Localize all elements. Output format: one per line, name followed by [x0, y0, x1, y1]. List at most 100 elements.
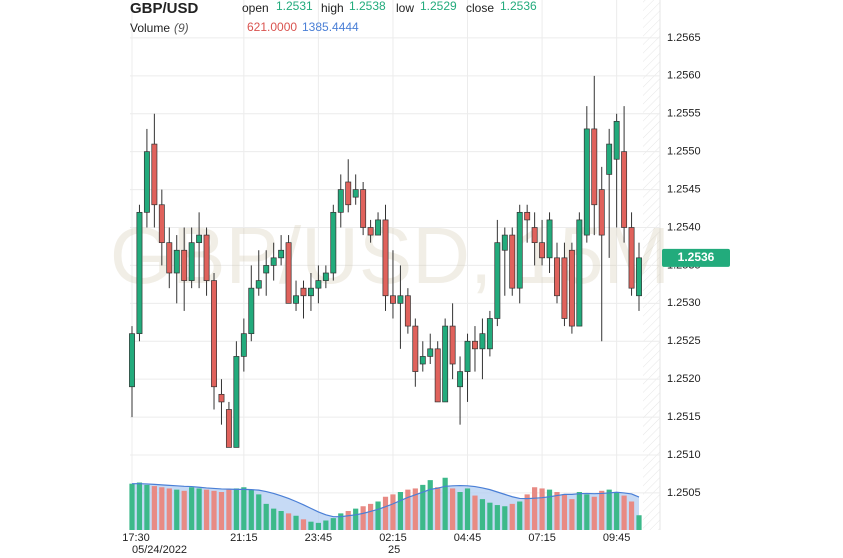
candle-body	[621, 151, 628, 228]
candle-body	[158, 204, 165, 244]
candle-body	[554, 257, 560, 297]
chart-title: GBP/USD	[130, 0, 199, 17]
candle-body	[255, 280, 262, 289]
volume-bar	[442, 477, 448, 530]
x-date-label: 05/24/2022	[132, 544, 187, 556]
volume-period: (9)	[174, 21, 189, 35]
candle-body	[479, 333, 486, 350]
volume-bar	[479, 499, 486, 530]
candle-body	[300, 287, 307, 297]
candle-body	[248, 287, 255, 335]
candle-body	[136, 211, 143, 335]
candle-body	[457, 371, 464, 388]
volume-bar	[144, 484, 150, 530]
y-tick-label: 1.2545	[667, 183, 701, 195]
x-tick-label: 04:45	[454, 532, 482, 544]
x-tick-label: 02:15	[379, 532, 407, 544]
readout-name: close	[466, 1, 494, 15]
volume-readout: 621.0000	[247, 20, 297, 34]
volume-bar	[151, 486, 157, 530]
candle-body	[203, 234, 210, 281]
last-price-label: 1.2536	[678, 250, 715, 264]
volume-bar	[576, 492, 582, 530]
volume-pane	[129, 477, 642, 530]
candle-body	[315, 280, 322, 289]
volume-bar	[181, 490, 187, 530]
volume-label: Volume	[130, 21, 170, 35]
volume-bar	[464, 488, 471, 530]
volume-bar	[390, 494, 396, 530]
volume-bar	[420, 484, 426, 530]
volume-bar	[450, 488, 456, 530]
volume-bar	[129, 483, 135, 530]
candle-body	[628, 227, 635, 289]
candle-body	[360, 189, 367, 228]
candle-body	[151, 143, 158, 206]
volume-bar	[263, 503, 269, 530]
volume-bar	[211, 490, 217, 530]
candle-body	[322, 272, 329, 281]
candle-body	[404, 295, 411, 327]
candle-body	[412, 325, 419, 372]
y-tick-label: 1.2565	[667, 32, 701, 44]
axes: 1.2505 1.2510 1.2515 1.2520 1.2525 1.2530 1.25…	[122, 32, 730, 556]
candle-body	[352, 189, 359, 198]
volume-bar	[472, 495, 478, 530]
candle-body	[211, 280, 217, 388]
candle-body	[225, 409, 232, 448]
y-tick-label: 1.2505	[667, 487, 701, 499]
volume-bar	[360, 506, 366, 530]
y-tick-label: 1.2510	[667, 449, 701, 461]
volume-bar	[546, 489, 553, 530]
volume-bar	[218, 492, 225, 530]
candle-body	[546, 219, 553, 259]
readout-name: low	[396, 1, 414, 15]
volume-bar	[338, 513, 344, 530]
candle-body	[449, 325, 456, 365]
x-tick-label: 21:15	[230, 532, 258, 544]
volume-bar	[196, 488, 202, 530]
y-tick-label: 1.2540	[667, 221, 701, 233]
volume-bar	[561, 494, 568, 530]
volume-bar	[599, 490, 605, 530]
y-tick-label: 1.2555	[667, 108, 701, 120]
volume-bar	[300, 519, 307, 530]
candle-body	[531, 227, 538, 244]
volume-bar	[636, 515, 642, 530]
candle-body	[486, 318, 493, 350]
volume-bar	[159, 487, 165, 530]
volume-bar	[174, 489, 180, 530]
volume-bar	[405, 489, 411, 530]
candle-body	[218, 393, 225, 403]
volume-bar	[614, 492, 620, 530]
volume-bar	[532, 487, 538, 530]
volume-bar	[293, 515, 299, 530]
volume-bar	[241, 487, 247, 530]
header: GBP/USD Volume (9) open 1.2531 high 1.2538 l…	[130, 0, 537, 35]
candle-body	[494, 242, 501, 319]
volume-bar	[457, 492, 463, 530]
y-tick-label: 1.2560	[667, 70, 701, 82]
volume-bar	[397, 492, 404, 530]
readout-name: open	[242, 1, 269, 15]
volume-bar	[382, 496, 389, 530]
volume-bar	[189, 487, 195, 530]
y-tick-label: 1.2525	[667, 335, 701, 347]
candle-body	[524, 211, 531, 221]
candle-body	[307, 287, 314, 297]
volume-bar	[367, 503, 374, 530]
candle-body	[143, 151, 150, 213]
readout-value: 1.2536	[500, 0, 537, 13]
candle-body	[382, 219, 389, 297]
volume-bar	[353, 508, 359, 530]
volume-bar	[569, 499, 575, 530]
volume-bar	[330, 518, 336, 530]
volume-bar	[271, 508, 277, 530]
candle-body	[568, 249, 575, 327]
x-tick-label: 23:45	[305, 532, 333, 544]
volume-bar	[554, 492, 560, 530]
candle-body	[166, 242, 173, 274]
volume-bar	[256, 494, 262, 530]
y-tick-label: 1.2515	[667, 411, 701, 423]
volume-bar	[494, 505, 500, 530]
